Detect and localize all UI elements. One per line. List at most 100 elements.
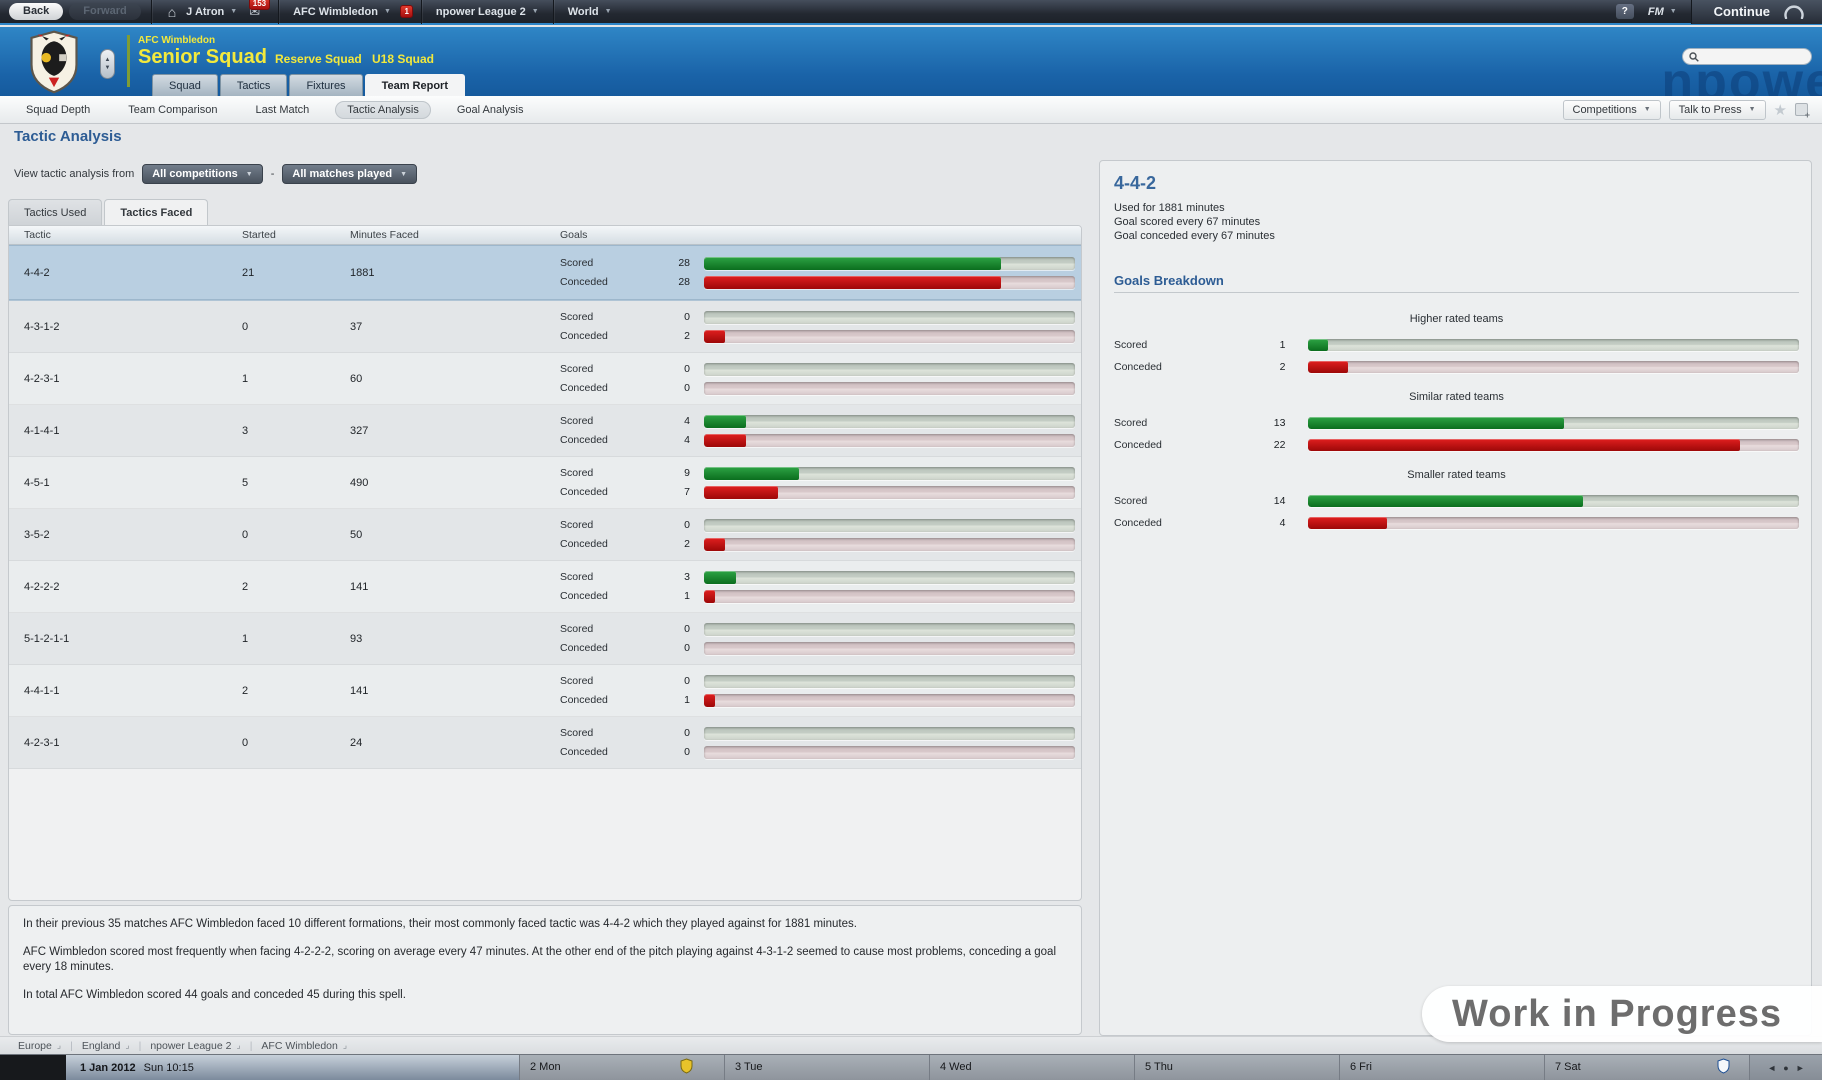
table-row[interactable]: 4-3-1-2 0 37 Scored 0 Conceded 2 (9, 301, 1081, 353)
divider (150, 0, 152, 24)
competition-menu[interactable]: npower League 2 ▼ (432, 6, 543, 18)
goals-cell: Scored 0 Conceded 1 (560, 674, 1081, 707)
fixture-club-shield-icon (680, 1058, 693, 1080)
search-box[interactable] (1682, 48, 1812, 65)
table-row[interactable]: 5-1-2-1-1 1 93 Scored 0 Conceded 0 (9, 613, 1081, 665)
scored-label: Scored (560, 363, 594, 375)
tab-tactics-used[interactable]: Tactics Used (8, 199, 103, 225)
table-row[interactable]: 4-2-3-1 1 60 Scored 0 Conceded 0 (9, 353, 1081, 405)
club-name: AFC Wimbledon (138, 35, 216, 46)
conceded-bar (704, 589, 1075, 603)
spinner-down-icon[interactable]: ▼ (104, 65, 111, 71)
breadcrumb-item-npower-league-2[interactable]: npower League 2 ⌟ (150, 1040, 240, 1052)
calendar-day-3[interactable]: 3 Tue (724, 1055, 929, 1080)
current-date-cell[interactable]: 1 Jan 2012 Sun 10:15 (66, 1055, 519, 1080)
tab-tactics[interactable]: Tactics (219, 74, 288, 96)
u18-squad-link[interactable]: U18 Squad (372, 52, 435, 66)
started-cell: 0 (242, 320, 249, 333)
started-cell: 0 (242, 736, 249, 749)
conceded-bar (1308, 439, 1799, 451)
breadcrumb-item-afc-wimbledon[interactable]: AFC Wimbledon ⌟ (261, 1040, 347, 1052)
scored-label: Scored (560, 623, 594, 635)
col-tactic[interactable]: Tactic (24, 229, 51, 241)
table-row[interactable]: 4-4-1-1 2 141 Scored 0 Conceded 1 (9, 665, 1081, 717)
tactics-faced-panel: Tactic Started Minutes Faced Goals 4-4-2… (8, 225, 1082, 901)
analysis-summary-panel: In their previous 35 matches AFC Wimbled… (8, 905, 1082, 1035)
col-minutes-faced[interactable]: Minutes Faced (350, 229, 419, 241)
scored-bar (704, 256, 1075, 270)
subnav-item-team-comparison[interactable]: Team Comparison (128, 103, 218, 116)
scored-bar (1308, 495, 1799, 507)
team-spinner[interactable]: ▲ ▼ (100, 49, 115, 79)
add-note-icon[interactable] (1795, 103, 1810, 120)
calendar-day-4[interactable]: 4 Wed (929, 1055, 1134, 1080)
home-icon[interactable]: ⌂ (167, 3, 177, 20)
chevron-down-icon: ▼ (230, 8, 238, 15)
tab-tactics-faced[interactable]: Tactics Faced (104, 199, 209, 226)
detail-info-line: Used for 1881 minutes (1114, 202, 1225, 214)
scored-label: Scored (560, 257, 594, 269)
forward-button[interactable]: Forward (69, 3, 141, 20)
spinner-up-icon[interactable]: ▲ (104, 57, 111, 63)
started-cell: 1 (242, 372, 249, 385)
scored-bar (704, 414, 1075, 428)
favourite-star-icon[interactable]: ★ (1773, 101, 1787, 119)
breadcrumb-label: Europe (18, 1039, 52, 1052)
calendar-next-icon[interactable]: ► (1795, 1062, 1805, 1073)
conceded-label: Conceded (560, 382, 608, 394)
subnav-item-last-match[interactable]: Last Match (255, 103, 310, 116)
goals-cell: Scored 0 Conceded 0 (560, 622, 1081, 655)
tactic-cell: 4-4-2 (24, 266, 50, 279)
minutes-faced-cell: 141 (350, 580, 369, 593)
table-row[interactable]: 4-4-2 21 1881 Scored 28 Conceded 28 (9, 245, 1081, 301)
subnav-item-goal-analysis[interactable]: Goal Analysis (456, 103, 524, 116)
help-button[interactable]: ? (1615, 4, 1634, 19)
calendar-day-7[interactable]: 7 Sat (1544, 1055, 1749, 1080)
tab-team-report[interactable]: Team Report (364, 74, 465, 96)
continue-button[interactable]: Continue (1713, 4, 1770, 19)
competitions-dropdown[interactable]: Competitions ▼ (1562, 99, 1661, 120)
tab-squad[interactable]: Squad (152, 74, 218, 96)
col-started[interactable]: Started (242, 229, 276, 241)
reserve-squad-link[interactable]: Reserve Squad (275, 52, 362, 66)
calendar-day-6[interactable]: 6 Fri (1339, 1055, 1544, 1080)
search-input[interactable] (1703, 51, 1803, 62)
back-button[interactable]: Back (9, 3, 64, 20)
scored-bar (704, 362, 1075, 376)
competitions-filter-dropdown[interactable]: All competitions ▼ (142, 164, 263, 184)
calendar-day-5[interactable]: 5 Thu (1134, 1055, 1339, 1080)
fm-menu[interactable]: FM ▼ (1644, 6, 1681, 18)
talk-to-press-dropdown[interactable]: Talk to Press ▼ (1668, 99, 1766, 120)
scored-value: 1 (1279, 339, 1286, 351)
col-goals[interactable]: Goals (560, 229, 588, 241)
competitions-filter-value: All competitions (152, 168, 238, 180)
scored-value: 0 (684, 311, 690, 323)
world-menu[interactable]: World ▼ (564, 6, 616, 18)
breadcrumb-item-europe[interactable]: Europe ⌟ (18, 1040, 61, 1052)
matches-filter-value: All matches played (292, 168, 393, 180)
table-row[interactable]: 4-2-2-2 2 141 Scored 3 Conceded 1 (9, 561, 1081, 613)
breadcrumb-item-england[interactable]: England ⌟ (82, 1040, 130, 1052)
table-row[interactable]: 4-1-4-1 3 327 Scored 4 Conceded 4 (9, 405, 1081, 457)
tab-fixtures[interactable]: Fixtures (289, 74, 363, 96)
inbox-button[interactable]: ✉ 153 (248, 0, 271, 20)
subnav-item-squad-depth[interactable]: Squad Depth (26, 103, 91, 116)
calendar-day-2[interactable]: 2 Mon (519, 1055, 724, 1080)
table-row[interactable]: 4-5-1 5 490 Scored 9 Conceded 7 (9, 457, 1081, 509)
started-cell: 3 (242, 424, 249, 437)
club-menu[interactable]: AFC Wimbledon ▼ (289, 6, 395, 18)
calendar-today-icon[interactable]: ● (1783, 1062, 1789, 1073)
table-row[interactable]: 4-2-3-1 0 24 Scored 0 Conceded 0 (9, 717, 1081, 769)
table-row[interactable]: 3-5-2 0 50 Scored 0 Conceded 2 (9, 509, 1081, 561)
conceded-bar (704, 537, 1075, 551)
calendar-prev-icon[interactable]: ◄ (1767, 1062, 1777, 1073)
scored-label: Scored (1114, 417, 1148, 429)
started-cell: 5 (242, 476, 249, 489)
manager-menu[interactable]: J Atron ▼ (182, 6, 241, 18)
conceded-bar (704, 329, 1075, 343)
conceded-bar (704, 433, 1075, 447)
matches-filter-dropdown[interactable]: All matches played ▼ (282, 164, 417, 184)
scored-value: 4 (684, 415, 690, 427)
conceded-value: 7 (684, 486, 690, 498)
subnav-item-tactic-analysis[interactable]: Tactic Analysis (335, 100, 431, 119)
